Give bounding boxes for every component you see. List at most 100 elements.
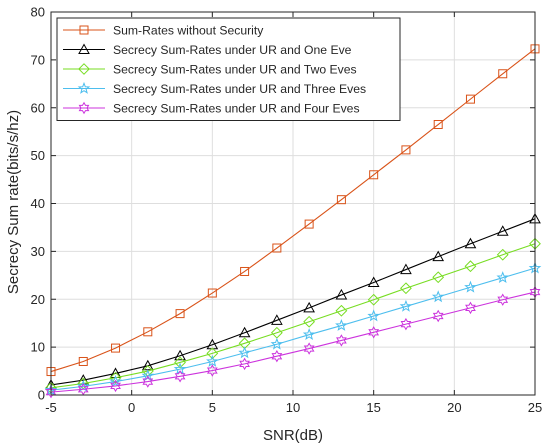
data-point <box>77 383 89 396</box>
series-line <box>50 267 536 391</box>
data-point <box>367 276 380 287</box>
y-tick-label: 30 <box>31 244 45 259</box>
series-3 <box>45 237 541 394</box>
data-point <box>272 243 282 253</box>
data-point <box>111 343 121 353</box>
data-point <box>465 94 475 104</box>
x-tick-label: 5 <box>209 400 216 415</box>
y-tick-label: 80 <box>31 5 45 20</box>
series-line <box>50 243 536 389</box>
x-tick-label: 10 <box>286 400 300 415</box>
data-point <box>238 326 251 338</box>
data-point <box>270 337 284 350</box>
data-point <box>78 356 88 366</box>
data-point <box>399 299 413 312</box>
data-point <box>335 318 348 331</box>
data-point <box>464 280 477 293</box>
data-point <box>271 314 283 325</box>
data-point <box>45 385 57 399</box>
y-tick-label: 20 <box>31 292 45 307</box>
data-point <box>497 293 509 306</box>
data-point <box>302 328 316 341</box>
legend-label: Secrecy Sum-Rates under UR and Three Eve… <box>113 82 366 96</box>
data-point <box>400 317 412 331</box>
data-point <box>239 357 250 371</box>
data-point <box>498 69 508 79</box>
y-tick-label: 0 <box>38 388 45 403</box>
data-point <box>109 371 122 384</box>
data-point <box>110 379 121 393</box>
legend-entry-5: Secrecy Sum-Rates under UR and Four Eves <box>63 101 360 115</box>
series-1 <box>46 44 540 377</box>
data-point <box>238 346 251 359</box>
data-point <box>335 288 348 300</box>
data-point <box>174 356 186 369</box>
series-layer <box>44 44 542 399</box>
data-point <box>206 347 219 360</box>
legend-entry-1: Sum-Rates without Security <box>63 23 264 37</box>
y-tick-label: 50 <box>31 148 45 163</box>
data-point <box>464 237 477 249</box>
x-tick-label: 20 <box>447 400 461 415</box>
data-point <box>109 374 122 387</box>
x-tick-label: 15 <box>366 400 380 415</box>
data-point <box>431 290 445 303</box>
legend: Sum-Rates without Security Secrecy Sum-Ra… <box>56 17 401 121</box>
series-5 <box>45 285 541 399</box>
data-point <box>207 288 217 298</box>
data-point <box>271 350 283 363</box>
data-point <box>303 342 315 355</box>
data-point <box>368 326 380 339</box>
data-point <box>496 248 509 261</box>
legend-marker <box>78 101 90 115</box>
data-point <box>143 327 153 337</box>
data-point <box>432 250 445 262</box>
series-line <box>50 291 536 393</box>
y-tick-label: 60 <box>31 100 45 115</box>
data-point <box>369 170 379 180</box>
legend-label: Secrecy Sum-Rates under UR and One Eve <box>113 43 352 57</box>
legend-marker <box>78 63 90 75</box>
data-point <box>432 271 445 284</box>
data-point <box>175 309 185 319</box>
data-point <box>400 282 412 295</box>
data-point <box>76 379 90 392</box>
data-point <box>174 370 186 383</box>
data-point <box>496 271 510 284</box>
data-point <box>400 263 412 275</box>
data-point <box>304 219 314 229</box>
x-tick-label: 25 <box>528 400 542 415</box>
data-point <box>433 120 443 130</box>
data-point <box>303 315 316 328</box>
y-tick-label: 40 <box>31 196 45 211</box>
data-point <box>206 364 218 377</box>
x-tick-label: 0 <box>128 400 135 415</box>
data-point <box>496 225 509 236</box>
data-point <box>174 349 186 361</box>
x-tick-label: -5 <box>45 400 57 415</box>
legend-marker <box>78 43 90 54</box>
series-line <box>50 218 536 386</box>
legend-box <box>56 17 401 121</box>
data-point <box>240 266 250 276</box>
y-tick-label: 10 <box>31 340 45 355</box>
legend-label: Secrecy Sum-Rates under UR and Four Eves <box>113 101 360 115</box>
legend-label: Secrecy Sum-Rates under UR and Two Eves <box>113 62 357 76</box>
data-point <box>432 309 444 323</box>
data-point <box>367 309 380 322</box>
legend-entry-3: Secrecy Sum-Rates under UR and Two Eves <box>63 62 357 76</box>
data-point <box>336 195 346 205</box>
data-point <box>465 301 476 315</box>
x-axis-label: SNR(dB) <box>263 427 323 444</box>
data-point <box>367 293 380 306</box>
legend-marker <box>77 81 91 94</box>
series-line <box>50 48 536 373</box>
legend-marker <box>79 25 89 35</box>
data-point <box>303 301 315 313</box>
data-point <box>401 145 411 155</box>
data-point <box>142 375 154 388</box>
legend-entry-4: Secrecy Sum-Rates under UR and Three Eve… <box>63 82 366 96</box>
